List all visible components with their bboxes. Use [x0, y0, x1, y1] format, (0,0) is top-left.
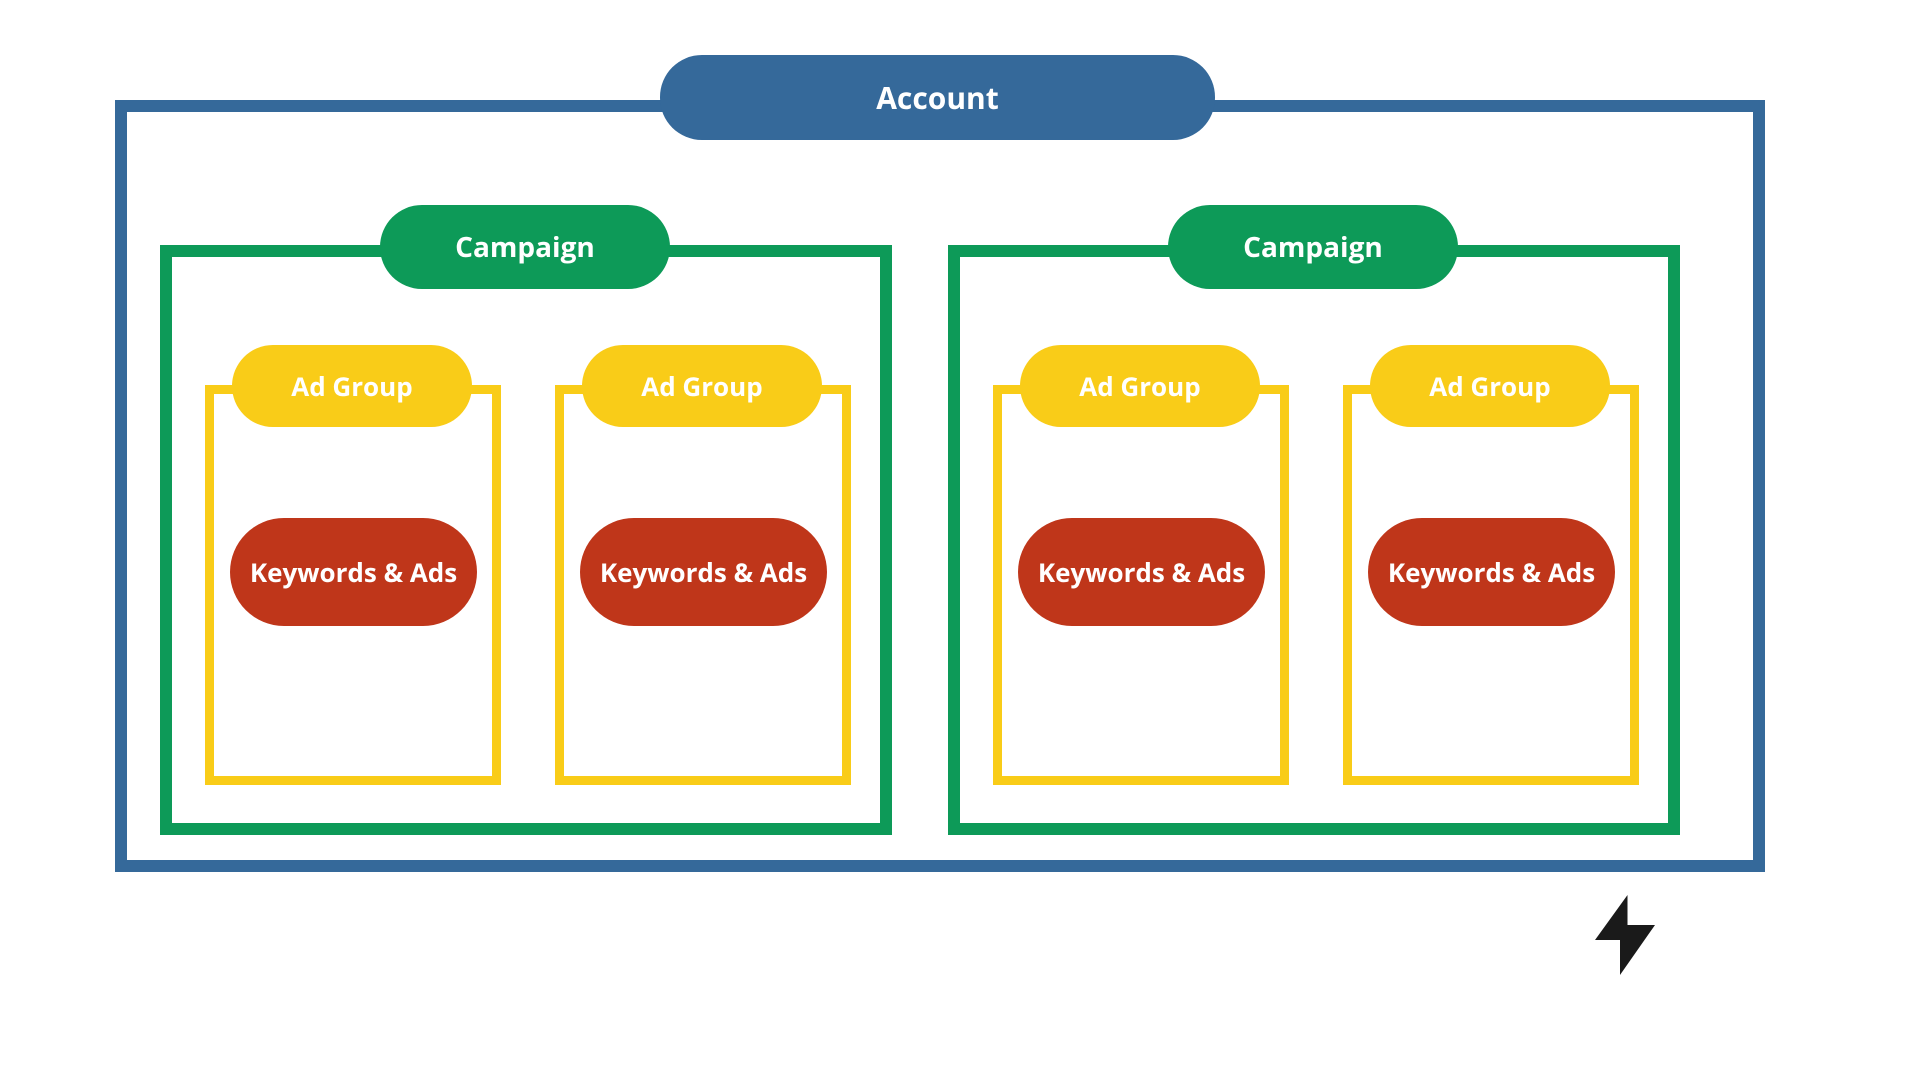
lightning-bolt-icon [1595, 895, 1655, 975]
keywords-2-1-label: Keywords & Ads [1038, 556, 1245, 589]
adgroup-2-1-pill: Ad Group [1020, 345, 1260, 427]
keywords-2-2-label: Keywords & Ads [1388, 556, 1595, 589]
keywords-1-2-label: Keywords & Ads [600, 556, 807, 589]
account-label: Account [876, 77, 999, 118]
campaign-1-pill: Campaign [380, 205, 670, 289]
adgroup-2-1-label: Ad Group [1079, 368, 1200, 404]
keywords-1-1-label: Keywords & Ads [250, 556, 457, 589]
diagram-canvas: Account Campaign Campaign Ad Group Ad Gr… [0, 0, 1920, 1080]
campaign-2-pill: Campaign [1168, 205, 1458, 289]
keywords-1-1-pill: Keywords & Ads [230, 518, 477, 626]
adgroup-1-2-pill: Ad Group [582, 345, 822, 427]
adgroup-1-1-pill: Ad Group [232, 345, 472, 427]
keywords-2-1-pill: Keywords & Ads [1018, 518, 1265, 626]
account-pill: Account [660, 55, 1215, 140]
adgroup-1-2-label: Ad Group [641, 368, 762, 404]
keywords-1-2-pill: Keywords & Ads [580, 518, 827, 626]
adgroup-1-1-label: Ad Group [291, 368, 412, 404]
campaign-2-label: Campaign [1243, 228, 1383, 266]
keywords-2-2-pill: Keywords & Ads [1368, 518, 1615, 626]
campaign-1-label: Campaign [455, 228, 595, 266]
adgroup-2-2-label: Ad Group [1429, 368, 1550, 404]
adgroup-2-2-pill: Ad Group [1370, 345, 1610, 427]
